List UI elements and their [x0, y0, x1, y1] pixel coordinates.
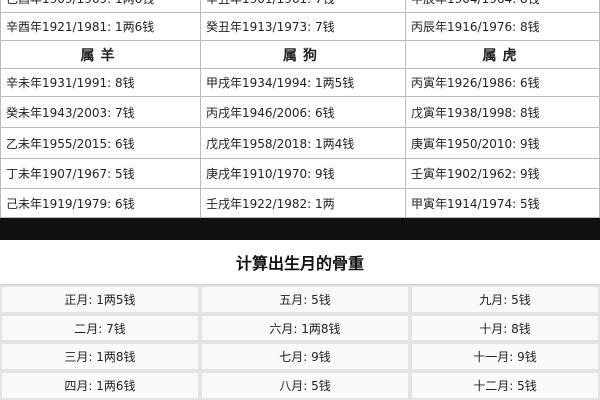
table-cell: 壬戌年1922/1982: 1两: [200, 188, 406, 218]
month-cell: 三月: 1两8钱: [0, 342, 200, 371]
table-cell: 癸未年1943/2003: 7钱: [0, 96, 201, 128]
zodiac-header: 属虎: [405, 40, 600, 69]
table-cell: 辛未年1931/1991: 8钱: [0, 68, 201, 97]
table-cell: 丙寅年1926/1986: 6钱: [405, 68, 600, 97]
table-cell: 戊戌年1958/2018: 1两4钱: [200, 127, 406, 159]
table-cell: 甲寅年1914/1974: 5钱: [405, 188, 600, 218]
table-cell: 辛酉年1921/1981: 1两6钱: [0, 12, 201, 41]
table-cell: 乙未年1955/2015: 6钱: [0, 127, 201, 159]
table-cell: 丙辰年1916/1976: 8钱: [405, 12, 600, 41]
table-cell: 丁未年1907/1967: 5钱: [0, 158, 201, 189]
table-cell: 庚寅年1950/2010: 9钱: [405, 127, 600, 159]
table-cell: 丙戌年1946/2006: 6钱: [200, 96, 406, 128]
month-cell: 十月: 8钱: [410, 314, 600, 342]
month-cell: 四月: 1两6钱: [0, 371, 200, 400]
table-cell: 己未年1919/1979: 6钱: [0, 188, 201, 218]
month-cell: 五月: 5钱: [200, 285, 410, 314]
month-cell: 九月: 5钱: [410, 285, 600, 314]
zodiac-header: 属狗: [200, 40, 406, 69]
month-cell: 十二月: 5钱: [410, 371, 600, 400]
table-cell: 壬寅年1902/1962: 9钱: [405, 158, 600, 189]
month-cell: 八月: 5钱: [200, 371, 410, 400]
table-cell: 甲戌年1934/1994: 1两5钱: [200, 68, 406, 97]
month-cell: 六月: 1两8钱: [200, 314, 410, 342]
month-cell: 十一月: 9钱: [410, 342, 600, 371]
zodiac-header: 属羊: [0, 40, 201, 69]
month-cell: 二月: 7钱: [0, 314, 200, 342]
table-cell: 庚戌年1910/1970: 9钱: [200, 158, 406, 189]
table-cell: 戊寅年1938/1998: 8钱: [405, 96, 600, 128]
month-table-title: 计算出生月的骨重: [0, 240, 600, 285]
table-cell: 癸丑年1913/1973: 7钱: [200, 12, 406, 41]
month-cell: 七月: 9钱: [200, 342, 410, 371]
divider-band: [0, 217, 600, 240]
month-cell: 正月: 1两5钱: [0, 285, 200, 314]
